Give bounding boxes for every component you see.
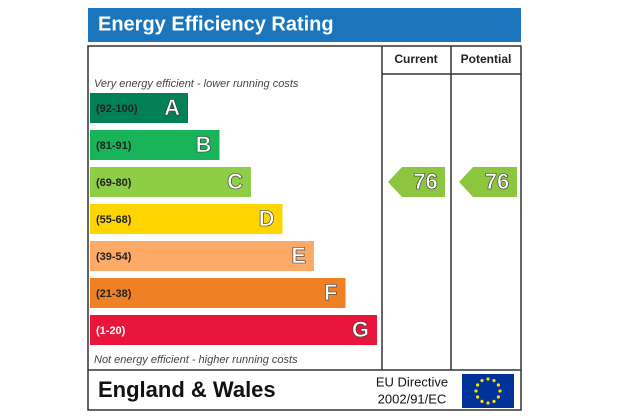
region: England & Wales: [98, 377, 276, 402]
band: [90, 93, 188, 123]
band-letter: D: [259, 206, 275, 231]
star: [496, 395, 500, 399]
column-header: Potential: [461, 52, 512, 66]
eu-stars: [474, 377, 502, 405]
star: [480, 399, 484, 403]
top-note: Very energy efficient - lower running co…: [94, 78, 299, 90]
directive: 2002/91/EC: [378, 391, 447, 406]
frame: [87, 45, 522, 411]
column-header: Current: [394, 52, 437, 66]
band-range: (81-91): [96, 140, 132, 152]
star: [492, 379, 496, 383]
bottom-note: Not energy efficient - higher running co…: [94, 354, 298, 366]
band-letter: A: [164, 95, 180, 120]
band-range: (1-20): [96, 325, 126, 337]
star: [486, 401, 490, 405]
star: [498, 389, 502, 393]
band-letter: B: [196, 132, 212, 157]
band-range: (21-38): [96, 288, 132, 300]
band: [90, 241, 314, 271]
band-range: (39-54): [96, 251, 132, 263]
band-letter: G: [352, 317, 369, 342]
star: [496, 383, 500, 387]
rating-arrow: [459, 167, 517, 197]
star: [492, 399, 496, 403]
band: [90, 315, 377, 345]
star: [476, 383, 480, 387]
star: [474, 389, 478, 393]
band-letter: C: [227, 169, 243, 194]
star: [486, 377, 490, 381]
star: [480, 379, 484, 383]
star: [476, 395, 480, 399]
title: Energy Efficiency Rating: [98, 13, 334, 35]
rating-arrow: [388, 167, 445, 197]
band-range: (69-80): [96, 177, 132, 189]
band: [90, 204, 283, 234]
band-letter: F: [324, 280, 337, 305]
band: [90, 278, 346, 308]
directive: EU Directive: [376, 374, 448, 389]
rating-value: 76: [485, 169, 509, 194]
band: [90, 167, 251, 197]
band-letter: E: [291, 243, 306, 268]
band-range: (92-100): [96, 103, 138, 115]
rating-value: 76: [413, 169, 437, 194]
band-range: (55-68): [96, 214, 132, 226]
title-bar: [88, 8, 521, 42]
band: [90, 130, 220, 160]
